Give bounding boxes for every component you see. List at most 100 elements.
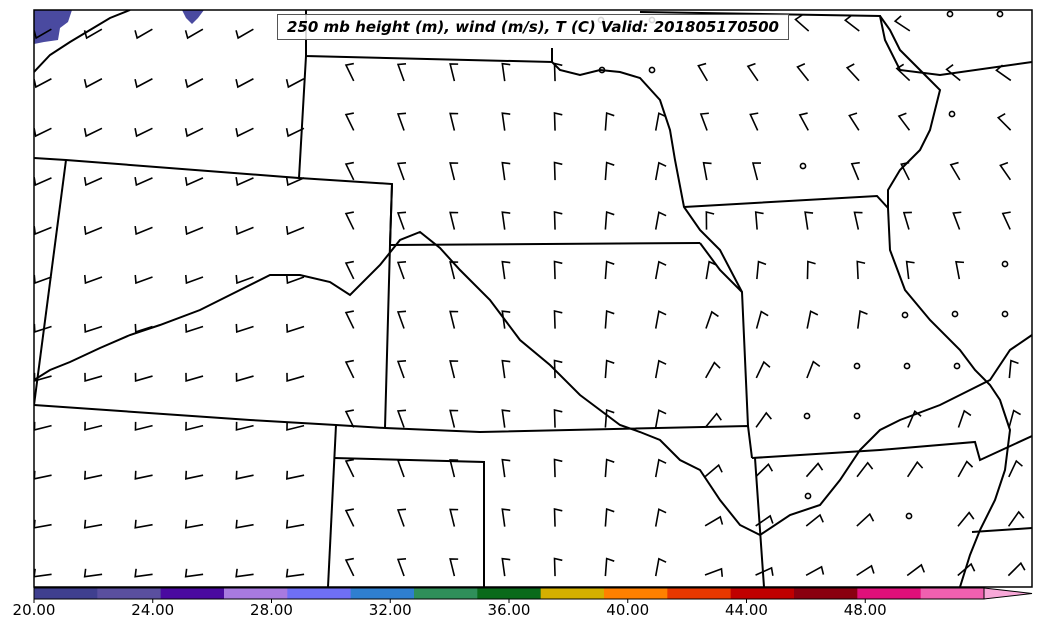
wind-barb [396,508,407,527]
calm-wind-circle [1001,260,1009,268]
wind-barb [285,127,305,138]
wind-barb [449,310,459,329]
colorbar-tick-label: 44.00 [725,601,768,619]
wind-barb [702,161,712,181]
wind-barb [286,323,305,334]
wind-barb [848,112,860,131]
colorbar-segment [857,588,922,599]
wind-barb [83,225,103,236]
wind-barb [1001,211,1011,230]
wind-barb [449,459,459,478]
wind-barb [850,161,860,181]
wind-barb [893,15,911,32]
wind-barb [957,409,972,428]
wind-barb [857,309,868,329]
calm-wind-circle [903,362,911,370]
wind-barb [396,161,407,181]
wind-barbs [34,14,1026,578]
wind-barb [134,323,153,334]
wind-barb [853,211,863,230]
wind-barb [83,176,103,187]
wind-barb [83,78,103,89]
wind-barb [396,310,407,329]
wind-barb [396,557,407,577]
wind-barb [754,211,764,230]
wind-barb [501,211,511,230]
temperature-shade-patch [182,10,204,24]
colorbar-tick-label: 24.00 [131,601,175,619]
wind-barb [697,62,709,82]
wind-barb [654,458,667,478]
wind-barb [285,519,305,529]
wind-barb [604,309,615,329]
wind-barb [501,359,511,379]
wind-barb [501,409,511,428]
wind-barb [235,372,254,382]
wind-barb [805,513,824,527]
wind-barb [902,211,912,230]
wind-barb [553,408,563,428]
wind-barb [34,28,52,40]
wind-barb [907,410,922,428]
colorbar-tick-label: 40.00 [606,601,650,619]
wind-barb [449,558,459,577]
wind-barb [83,28,103,40]
wind-barb [34,127,52,138]
map-title: 250 mb height (m), wind (m/s), T (C) Val… [277,14,789,40]
wind-barb [396,62,407,82]
wind-barb [449,112,459,131]
colorbar-extend-arrow [983,587,1033,600]
wind-barb [856,564,875,577]
wind-barb [755,566,774,576]
wind-barb [285,274,305,285]
wind-barb [804,211,814,230]
wind-barb [705,260,717,280]
wind-barb [449,508,459,527]
wind-barb [235,568,254,578]
wind-barb [952,211,962,230]
wind-barb [705,210,715,230]
wind-barb [185,372,204,382]
wind-barb [134,176,153,187]
wind-barb [705,310,719,329]
wind-barb [184,568,204,578]
wind-barb [285,225,305,236]
wind-barb [897,112,911,131]
wind-barb [654,211,667,230]
wind-barb [501,161,511,181]
wind-barb [235,323,254,334]
colorbar-segment [604,588,668,599]
wind-barb [286,372,305,382]
wind-barb [344,260,355,280]
wind-barb [604,359,615,379]
wind-barb [957,511,975,527]
wind-barb [553,309,563,329]
wind-barb [34,78,52,89]
wind-barb [604,210,615,230]
wind-barb [553,111,563,131]
wind-barb [344,508,355,527]
wind-barb [805,565,825,576]
colorbar-segment [160,588,225,599]
wind-barb [184,470,204,480]
wind-barb [34,519,52,529]
wind-barb [134,519,153,529]
wind-barb [654,508,667,527]
wind-barb [84,372,103,382]
calm-wind-circle [951,310,959,318]
calm-wind-circle [1001,310,1009,318]
wind-barb [704,463,723,478]
wind-barb [185,323,204,334]
colorbar-tick-label: 32.00 [368,601,412,619]
wind-barb [134,470,153,480]
wind-barb [184,127,204,138]
wind-barb [34,568,52,578]
wind-barb [134,372,153,382]
wind-barb [796,63,810,82]
wind-barb [134,274,153,285]
wind-barb [955,260,965,280]
calm-wind-circle [598,66,606,74]
wind-barb [654,409,667,428]
colorbar-tick-label: 28.00 [250,601,293,619]
wind-barb [654,310,667,329]
